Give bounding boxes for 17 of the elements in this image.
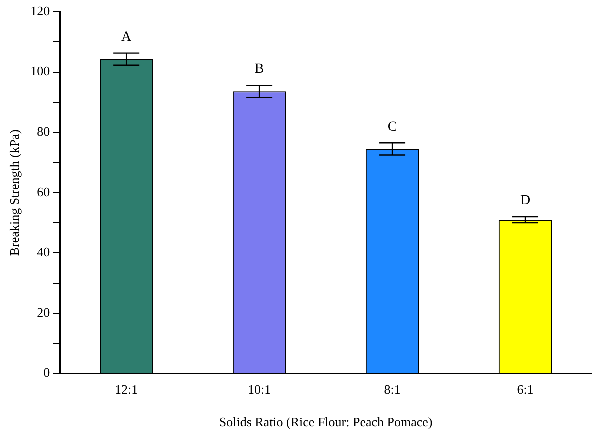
- x-tick-label: 6:1: [517, 382, 534, 398]
- data-label: C: [388, 120, 398, 135]
- data-label: D: [520, 194, 531, 209]
- x-tick-label: 8:1: [384, 382, 401, 398]
- y-tick-label: 60: [37, 184, 50, 200]
- y-tick-label: 0: [44, 365, 50, 380]
- y-tick-label: 40: [37, 244, 50, 260]
- x-tick-label: 10:1: [248, 382, 272, 398]
- data-label: B: [254, 62, 264, 78]
- data-label: A: [122, 30, 133, 45]
- x-tick-label: 12:1: [115, 382, 138, 398]
- y-tick-label: 120: [30, 3, 50, 18]
- x-axis-title: Solids Ratio (Rice Flour: Peach Pomace): [219, 414, 433, 430]
- y-axis-title: Breaking Strength (kPa): [7, 130, 22, 256]
- y-tick-label: 80: [37, 124, 50, 140]
- y-tick-label: 100: [30, 64, 50, 79]
- y-tick-label: 20: [37, 304, 50, 320]
